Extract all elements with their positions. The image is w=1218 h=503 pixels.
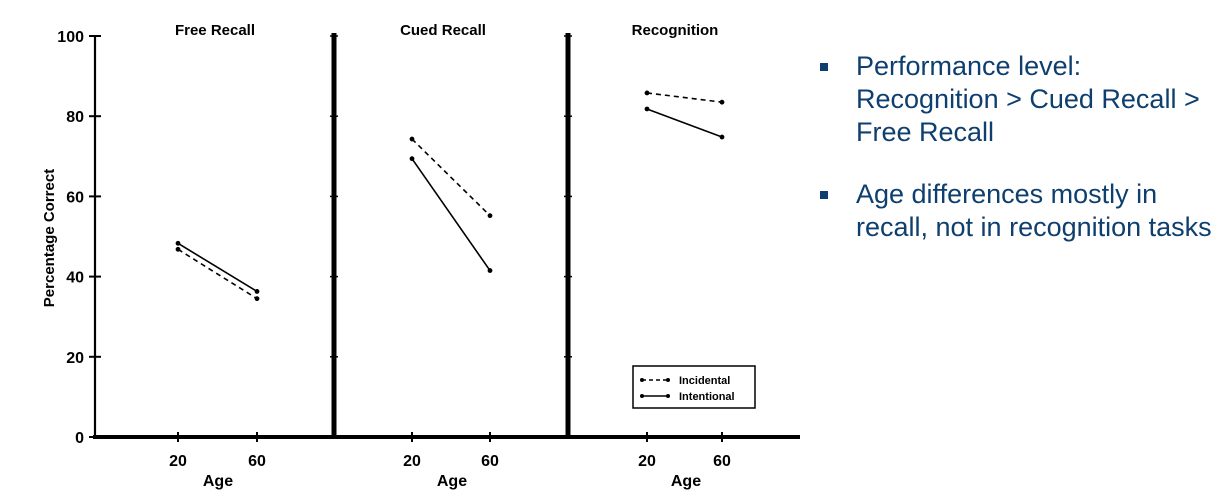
y-axis-label: Percentage Correct: [41, 169, 58, 307]
x-tick-label: 20: [403, 453, 421, 470]
x-axis-label: Age: [671, 473, 701, 490]
y-tick-label: 80: [66, 109, 84, 126]
legend-label: Intentional: [679, 391, 735, 403]
legend-label: Incidental: [679, 375, 730, 387]
data-point-incidental: [409, 136, 415, 142]
y-tick-label: 60: [66, 189, 84, 206]
data-point-intentional: [644, 106, 650, 112]
bullet-square-icon: [820, 63, 828, 71]
series-line-incidental: [177, 248, 258, 300]
age-performance-chart: 0 20 40 60 80 100 Percentage Correct Free Recal…: [41, 22, 800, 490]
series-line-incidental: [646, 92, 723, 103]
data-point-incidental: [644, 90, 650, 96]
data-point-intentional: [487, 268, 493, 273]
legend-marker: [666, 394, 670, 398]
y-tick-label: 0: [75, 430, 84, 447]
bullet-text: Age differences mostly in recall, not in…: [856, 179, 1212, 242]
y-tick-label: 20: [66, 350, 84, 367]
series-line-intentional: [411, 158, 491, 272]
legend-box: [632, 365, 756, 409]
bullet-item-performance: Performance level: Recognition > Cued Re…: [818, 50, 1213, 149]
series-line-intentional: [646, 108, 723, 138]
data-point-intentional: [175, 240, 181, 246]
x-tick-label: 20: [169, 453, 187, 470]
y-tick-label: 40: [66, 270, 84, 287]
x-axis-label: Age: [437, 473, 467, 490]
series-line-incidental: [411, 138, 491, 217]
bullet-text: Performance level: Recognition > Cued Re…: [856, 51, 1200, 147]
data-point-incidental: [175, 246, 181, 252]
x-tick-label: 60: [481, 453, 499, 470]
x-axis-label: Age: [203, 473, 233, 490]
figure: 0 20 40 60 80 100 Percentage Correct Free Recal…: [41, 22, 800, 490]
bullet-square-icon: [820, 191, 828, 199]
x-tick-label: 60: [248, 453, 266, 470]
x-tick-label: 20: [638, 453, 656, 470]
panel-title: Cued Recall: [400, 22, 486, 39]
data-point-incidental: [719, 99, 725, 105]
data-point-intentional: [254, 289, 260, 294]
data-point-intentional: [719, 134, 725, 140]
data-point-incidental: [487, 213, 493, 219]
legend-marker: [640, 378, 644, 382]
y-tick-label: 100: [57, 29, 84, 46]
data-point-incidental: [254, 296, 260, 302]
panel-title: Recognition: [632, 22, 719, 39]
legend-marker: [640, 394, 644, 398]
panel-title: Free Recall: [175, 22, 255, 39]
legend-marker: [666, 378, 670, 382]
series-line-intentional: [177, 242, 258, 293]
bullet-item-age-differences: Age differences mostly in recall, not in…: [818, 178, 1213, 244]
x-tick-label: 60: [713, 453, 731, 470]
data-point-intentional: [409, 156, 415, 162]
bullet-list: Performance level: Recognition > Cued Re…: [818, 50, 1213, 273]
